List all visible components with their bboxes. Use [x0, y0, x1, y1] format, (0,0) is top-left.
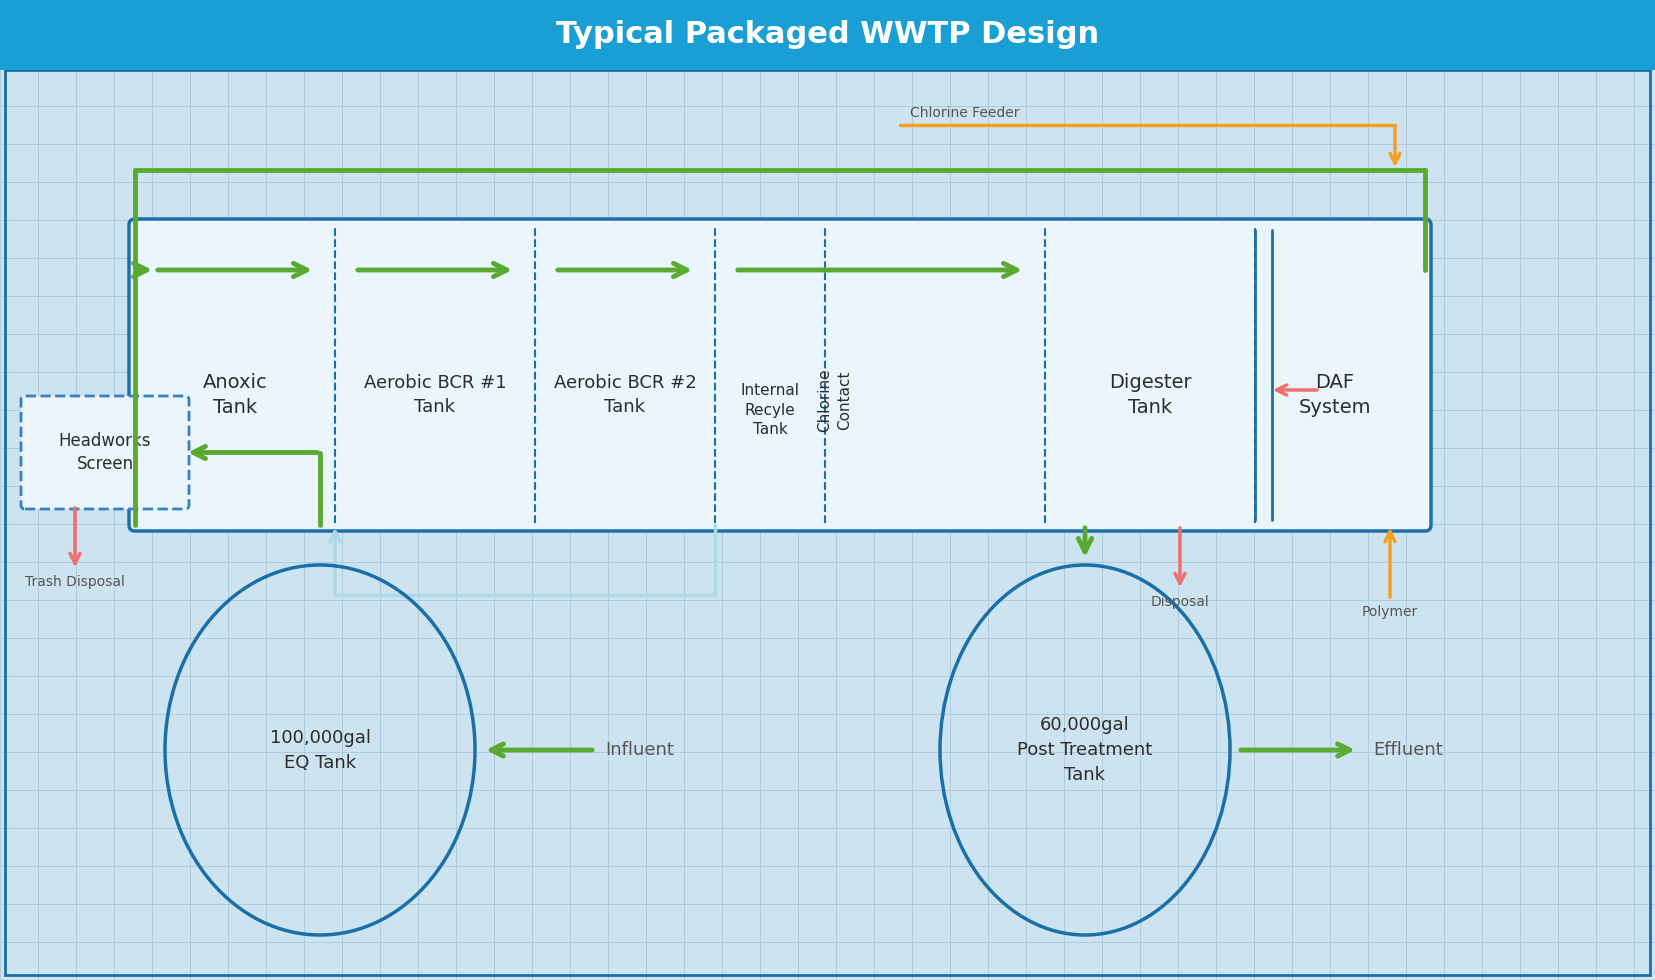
Text: Headworks
Screen: Headworks Screen — [58, 432, 151, 473]
Text: 60,000gal
Post Treatment
Tank: 60,000gal Post Treatment Tank — [1018, 716, 1152, 784]
Text: Typical Packaged WWTP Design: Typical Packaged WWTP Design — [556, 20, 1099, 49]
Text: Trash Disposal: Trash Disposal — [25, 575, 124, 589]
Text: Influent: Influent — [606, 741, 674, 759]
FancyBboxPatch shape — [22, 396, 189, 509]
Text: Anoxic
Tank: Anoxic Tank — [202, 373, 268, 417]
Text: Effluent: Effluent — [1374, 741, 1443, 759]
Text: Internal
Recyle
Tank: Internal Recyle Tank — [740, 383, 799, 437]
Text: Chlorine
Contact: Chlorine Contact — [818, 368, 852, 432]
Text: Chlorine Feeder: Chlorine Feeder — [910, 106, 1019, 120]
Text: 100,000gal
EQ Tank: 100,000gal EQ Tank — [270, 728, 371, 771]
Text: Aerobic BCR #1
Tank: Aerobic BCR #1 Tank — [364, 374, 506, 416]
Text: Aerobic BCR #2
Tank: Aerobic BCR #2 Tank — [554, 374, 697, 416]
Text: Polymer: Polymer — [1362, 605, 1418, 619]
Text: DAF
System: DAF System — [1299, 373, 1372, 417]
Bar — [0, 0, 1655, 70]
FancyBboxPatch shape — [129, 219, 1432, 531]
Text: Digester
Tank: Digester Tank — [1109, 373, 1192, 417]
Text: Disposal: Disposal — [1150, 595, 1210, 609]
